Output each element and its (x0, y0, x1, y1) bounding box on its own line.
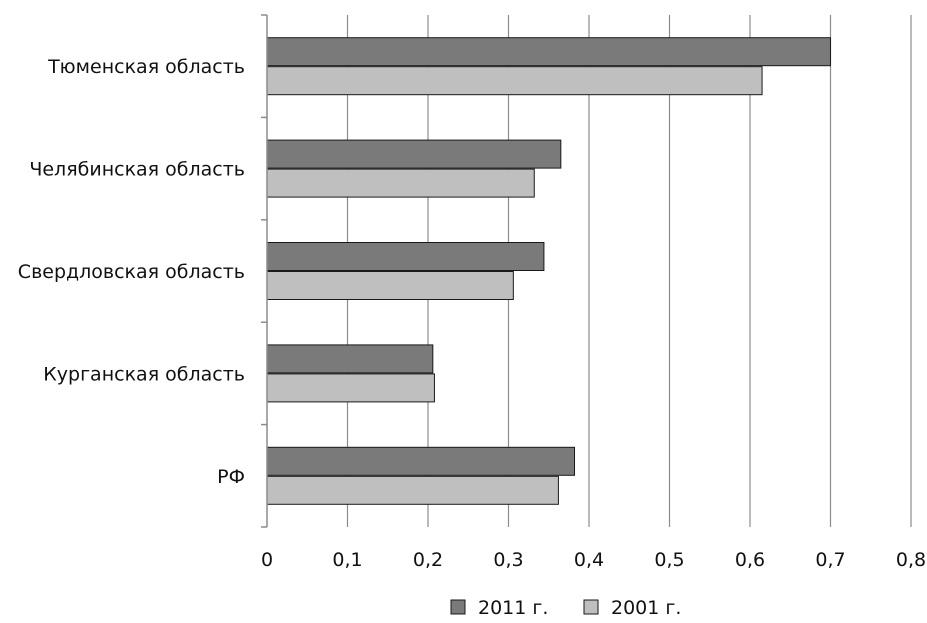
category-label: Тюменская область (47, 56, 245, 78)
bar (266, 475, 559, 505)
x-tick-label: 0,3 (493, 549, 523, 571)
legend: 2011 г. 2001 г. (450, 597, 681, 619)
bar (266, 242, 545, 271)
bar (266, 344, 434, 374)
legend-label: 2011 г. (478, 597, 548, 619)
bar (266, 66, 763, 96)
bar (266, 168, 535, 198)
x-tick-label: 0,1 (332, 549, 362, 571)
category-label: Свердловская область (18, 261, 245, 283)
category-label: Курганская область (43, 363, 245, 385)
x-tick-label: 0,4 (574, 549, 604, 571)
category-label: РФ (217, 466, 245, 488)
x-tick-label: 0,8 (896, 549, 926, 571)
bar (266, 271, 514, 300)
bar (266, 37, 831, 67)
category-label: Челябинская область (29, 159, 245, 181)
x-tick-label: 0 (261, 549, 273, 571)
x-tick-labels: 0 0,1 0,2 0,3 0,4 0,5 0,6 0,7 0,8 (261, 549, 926, 571)
bars (266, 37, 831, 505)
category-labels: Тюменская область Челябинская область Свер… (18, 56, 245, 488)
legend-swatch (450, 599, 466, 615)
legend-swatch (583, 599, 599, 615)
x-tick-label: 0,6 (735, 549, 765, 571)
y-axis (261, 14, 268, 528)
bar (266, 139, 562, 169)
bar (266, 446, 576, 476)
legend-label: 2001 г. (611, 597, 681, 619)
x-tick-label: 0,2 (413, 549, 443, 571)
x-tick-label: 0,7 (815, 549, 845, 571)
bar (266, 373, 435, 403)
x-tick-label: 0,5 (654, 549, 684, 571)
